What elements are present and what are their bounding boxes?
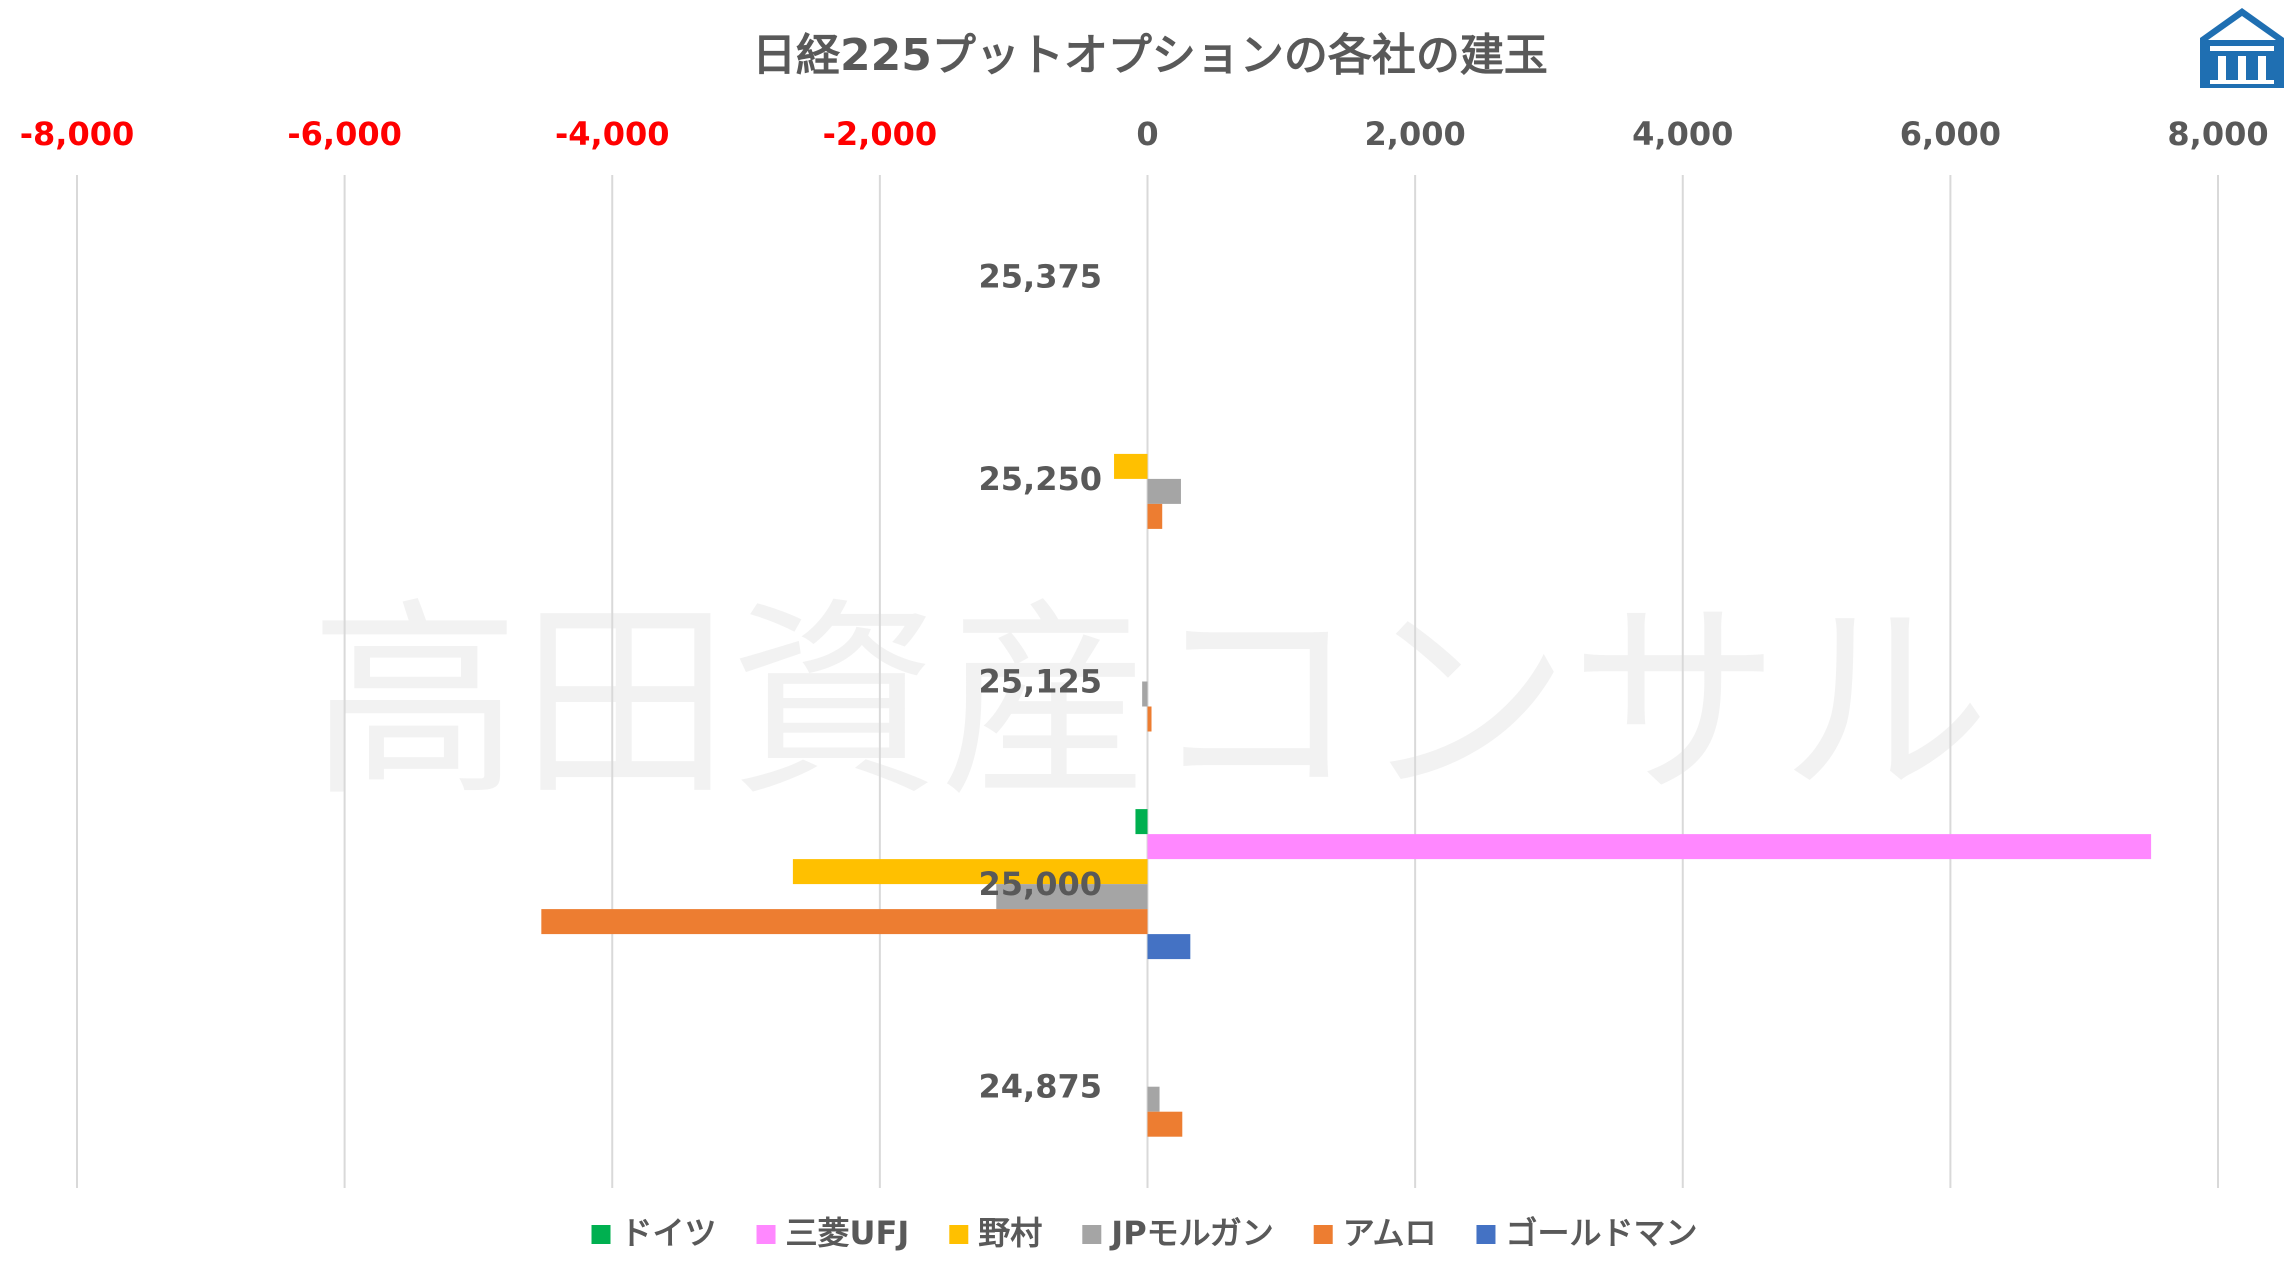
category-label: 25,125: [979, 663, 1102, 701]
legend-label: ドイツ: [621, 1214, 717, 1252]
x-axis-ticks: -8,000 -6,000 -4,000 -2,000 0 2,000 4,000 6,000…: [20, 115, 2269, 153]
pillar-house-icon: [2200, 8, 2284, 88]
legend-item: JPモルガン: [1082, 1214, 1274, 1252]
logo: [2200, 8, 2284, 88]
bar: [1147, 1111, 1183, 1137]
legend-swatch: [756, 1225, 776, 1244]
legend-swatch: [1082, 1225, 1102, 1244]
legend-swatch: [1313, 1225, 1333, 1244]
x-tick-label: -4,000: [555, 115, 670, 153]
x-tick-label: 2,000: [1365, 115, 1466, 153]
legend-label: JPモルガン: [1109, 1214, 1273, 1252]
x-tick-label: 8,000: [2167, 115, 2268, 153]
bars: [541, 453, 2152, 1137]
watermark: 高田資産コンサル: [310, 580, 1990, 825]
bar: [1147, 503, 1163, 529]
bar: [1147, 1086, 1160, 1112]
category-label: 25,250: [979, 460, 1102, 498]
bar: [996, 884, 1148, 910]
bar: [792, 859, 1148, 885]
legend-swatch: [591, 1225, 611, 1244]
bar: [1114, 453, 1148, 479]
legend-label: アムロ: [1343, 1214, 1437, 1252]
category-label: 24,875: [979, 1068, 1102, 1106]
bar: [1147, 834, 2152, 860]
bar: [1147, 706, 1152, 732]
legend-item: ドイツ: [591, 1214, 717, 1252]
bar: [1142, 681, 1148, 707]
legend-swatch: [949, 1225, 969, 1244]
legend-item: ゴールドマン: [1476, 1214, 1697, 1252]
x-tick-label: -8,000: [20, 115, 135, 153]
x-tick-label: -2,000: [823, 115, 938, 153]
gridlines: [76, 175, 2219, 1188]
x-tick-label: 4,000: [1632, 115, 1733, 153]
legend-swatch: [1476, 1225, 1496, 1244]
category-label: 25,000: [979, 865, 1102, 903]
x-tick-label: 0: [1136, 115, 1158, 153]
bar: [1147, 934, 1191, 960]
legend-label: 野村: [978, 1214, 1042, 1252]
legend-item: 野村: [949, 1214, 1042, 1252]
legend-item: アムロ: [1313, 1214, 1437, 1252]
bar: [541, 909, 1148, 935]
x-tick-label: -6,000: [287, 115, 402, 153]
legend: ドイツ 三菱UFJ 野村 JPモルガン アムロ ゴールドマン: [591, 1214, 1697, 1252]
category-label: 25,375: [979, 257, 1102, 295]
x-tick-label: 6,000: [1900, 115, 2001, 153]
chart-title: 日経225プットオプションの各社の建玉: [752, 30, 1548, 81]
bar: [1147, 478, 1181, 504]
legend-item: 三菱UFJ: [756, 1214, 910, 1252]
bar: [1135, 809, 1148, 835]
category-labels: 25,375 25,250 25,125 25,000 24,875: [979, 257, 1102, 1105]
legend-label: ゴールドマン: [1505, 1214, 1697, 1252]
legend-label: 三菱UFJ: [786, 1214, 910, 1252]
